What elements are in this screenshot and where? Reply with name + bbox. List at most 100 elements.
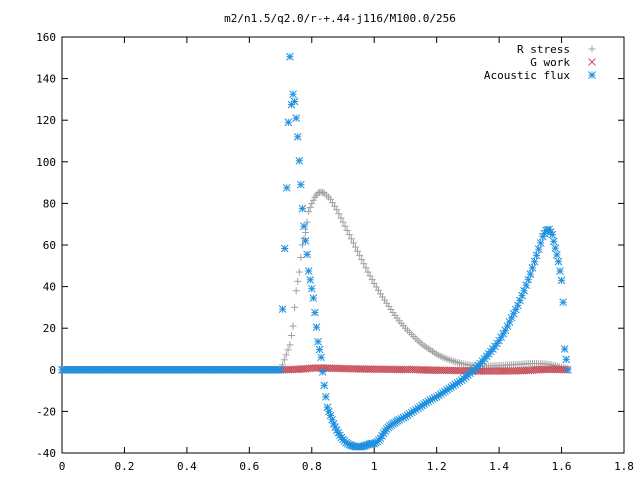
data-point — [414, 365, 422, 374]
y-tick-label: 120 — [36, 114, 56, 127]
data-point — [491, 367, 500, 375]
data-point — [374, 365, 382, 374]
data-point — [284, 118, 293, 127]
y-tick-label: 160 — [36, 31, 56, 44]
y-tick-label: 140 — [36, 73, 56, 86]
data-point — [351, 243, 359, 251]
data-point — [368, 276, 376, 284]
data-point — [331, 423, 340, 431]
x-tick-label: 1.2 — [427, 460, 447, 473]
data-point — [477, 367, 486, 375]
data-point — [289, 90, 297, 99]
data-point — [345, 231, 353, 239]
data-point — [429, 366, 437, 374]
data-point — [286, 341, 294, 349]
data-point — [376, 365, 384, 374]
data-point — [532, 251, 541, 260]
data-point — [303, 218, 311, 226]
data-point — [341, 222, 349, 230]
data-point — [321, 392, 330, 401]
data-point — [382, 365, 390, 374]
data-point — [385, 365, 394, 374]
data-point — [395, 365, 404, 374]
data-point — [302, 229, 310, 237]
data-point — [306, 204, 314, 212]
data-point — [298, 204, 307, 213]
data-point — [425, 366, 434, 374]
data-point — [397, 365, 406, 374]
data-point — [295, 156, 304, 165]
data-point — [358, 256, 366, 264]
data-point — [387, 365, 396, 374]
data-point — [440, 366, 449, 375]
data-point — [415, 365, 424, 374]
data-point — [548, 230, 557, 239]
data-point — [280, 244, 289, 253]
data-point — [335, 210, 343, 218]
data-point — [528, 264, 537, 272]
data-point — [290, 97, 299, 106]
data-point — [360, 260, 368, 268]
data-point — [547, 365, 556, 374]
x-tick-label: 0.6 — [239, 460, 259, 473]
x-tick-label: 0.4 — [177, 460, 197, 473]
data-point — [339, 218, 347, 226]
x-tick-label: 0.8 — [302, 460, 322, 473]
data-point — [294, 277, 302, 285]
legend-label: R stress — [517, 43, 570, 56]
data-point — [319, 188, 327, 196]
data-point — [554, 257, 563, 266]
axis-ticks: 0 0.2 0.4 0.6 0.8 1 1.2 1.4 1.6 1.8 -40 -20 0 20 40 60 8… — [36, 31, 634, 473]
data-point — [289, 322, 297, 330]
y-tick-label: 20 — [43, 322, 56, 335]
data-point — [545, 365, 554, 374]
legend-marker — [588, 58, 596, 66]
y-tick-label: -40 — [36, 447, 56, 460]
legend-marker — [588, 45, 596, 53]
data-point — [489, 367, 498, 375]
data-point — [526, 270, 535, 278]
y-tick-label: 40 — [43, 281, 56, 294]
data-point — [534, 245, 543, 254]
data-point — [300, 222, 308, 231]
data-point — [553, 251, 561, 259]
data-point — [501, 367, 509, 375]
data-point — [530, 257, 539, 266]
data-point — [503, 367, 511, 375]
data-point — [315, 345, 324, 354]
data-point — [495, 367, 503, 375]
data-point — [318, 368, 327, 376]
data-point — [444, 366, 453, 375]
data-point — [499, 367, 507, 375]
data-point — [301, 236, 310, 245]
data-point — [485, 367, 494, 375]
data-point — [309, 294, 318, 302]
data-point — [417, 366, 426, 374]
data-point — [282, 351, 290, 359]
data-point — [370, 365, 379, 374]
data-point — [559, 298, 567, 307]
data-point — [343, 226, 351, 234]
data-point — [506, 367, 515, 375]
data-point — [378, 365, 386, 374]
data-point — [432, 366, 441, 375]
data-point — [549, 365, 558, 374]
data-point — [333, 206, 341, 214]
data-point — [354, 247, 362, 255]
data-point — [280, 356, 288, 364]
data-point — [380, 365, 388, 374]
data-point — [372, 365, 381, 374]
data-point — [317, 188, 325, 196]
data-point — [286, 52, 294, 61]
data-point — [303, 250, 311, 259]
x-tick-label: 1.6 — [552, 460, 572, 473]
y-tick-label: 0 — [49, 364, 56, 377]
data-point — [481, 367, 490, 375]
data-point — [287, 331, 295, 339]
data-point — [430, 366, 439, 375]
y-tick-label: -20 — [36, 405, 56, 418]
data-point — [563, 365, 572, 374]
data-point — [540, 365, 548, 374]
data-point — [536, 239, 545, 247]
